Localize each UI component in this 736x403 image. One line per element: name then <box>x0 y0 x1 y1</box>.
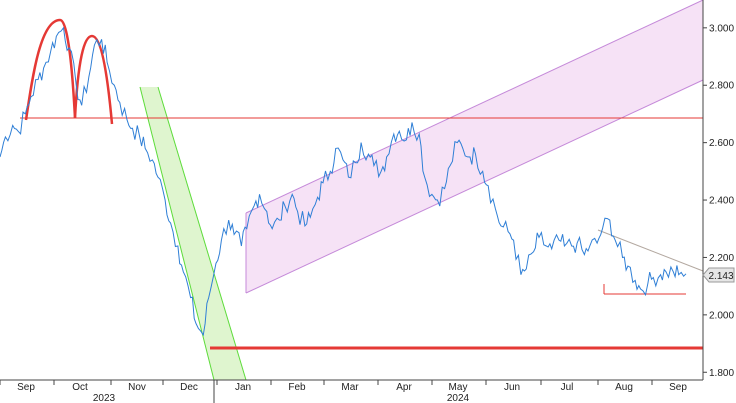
descending-channel-lower <box>139 86 215 381</box>
x-tick-label: Jan <box>235 382 251 393</box>
y-tick-label: 2.600 <box>709 138 734 149</box>
x-tick-label: Jun <box>504 382 520 393</box>
last-value-tag <box>702 267 735 283</box>
left-shoulder-head-arc <box>24 18 77 121</box>
x-tick-label: Oct <box>72 382 88 393</box>
x-tick-label: May <box>449 382 468 393</box>
ascending-channel-fill <box>246 0 703 293</box>
descending-channel-fill <box>140 87 246 380</box>
ascending-channel-lower <box>245 79 704 294</box>
price-series <box>0 26 687 337</box>
x-tick-label: Sep <box>17 382 35 393</box>
x-tick-label: Jul <box>561 382 574 393</box>
y-tick-label: 1.800 <box>709 368 734 379</box>
x-tick-label: Aug <box>615 382 633 393</box>
last-value-marker: 2.143 <box>702 267 735 283</box>
descending-trend-line <box>597 229 704 272</box>
y-tick-label: 2.400 <box>709 196 734 207</box>
last-value-label: 2.143 <box>708 271 733 282</box>
y-tick-label: 3.000 <box>709 23 734 34</box>
x-tick-label: Dec <box>180 382 198 393</box>
year-label-2024: 2024 <box>447 393 470 403</box>
x-axis-ticks: Sep Oct Nov Dec Jan Feb Mar Apr May Jun Jul Aug Sep <box>0 380 687 393</box>
year-label-2023: 2023 <box>93 393 116 403</box>
x-tick-label: Sep <box>669 382 687 393</box>
x-tick-label: Nov <box>128 382 146 393</box>
descending-channel-upper <box>157 86 247 381</box>
right-shoulder-arc <box>73 34 114 125</box>
x-tick-label: Apr <box>396 382 412 393</box>
x-tick-label: Feb <box>288 382 306 393</box>
y-axis-ticks: 3.000 2.800 2.600 2.400 2.200 2.000 1.800 <box>703 23 734 379</box>
y-tick-label: 2.200 <box>709 253 734 264</box>
y-tick-label: 2.000 <box>709 310 734 321</box>
price-line <box>0 26 687 337</box>
ascending-channel-upper <box>245 0 704 214</box>
x-tick-label: Mar <box>341 382 359 393</box>
y-tick-label: 2.800 <box>709 81 734 92</box>
